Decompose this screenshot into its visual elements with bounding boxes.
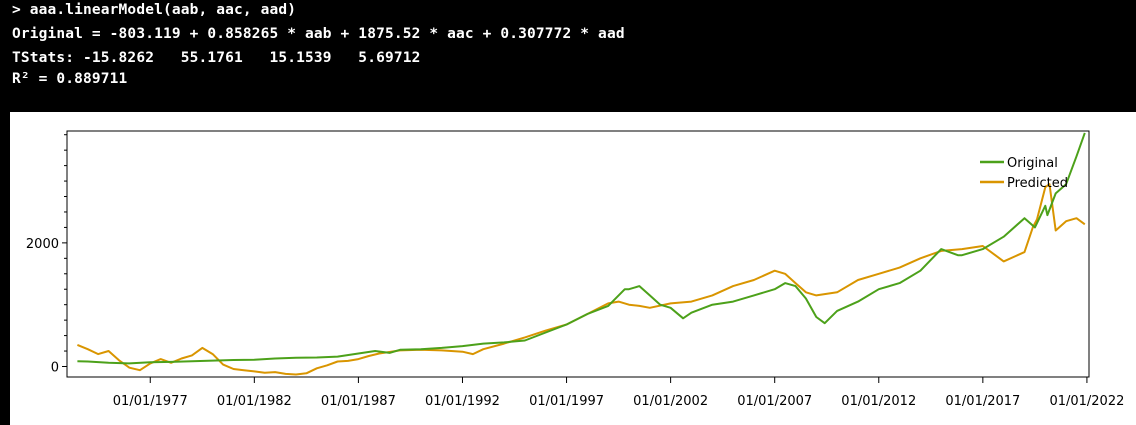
chart-panel: 0 2000 01/01/1977 01/01/1982 01/01/1987 01/0…	[10, 112, 1136, 425]
x-tick-label: 01/01/1977	[113, 394, 188, 409]
legend-label-predicted: Predicted	[1007, 176, 1068, 191]
x-axis: 01/01/1977 01/01/1982 01/01/1987 01/01/1992…	[113, 377, 1124, 409]
legend-label-original: Original	[1007, 156, 1058, 171]
x-tick-label: 01/01/2012	[841, 394, 916, 409]
plot-area-frame	[66, 130, 1090, 378]
console-rsquared-line: R² = 0.889711	[12, 71, 128, 87]
x-tick-label: 01/01/2022	[1049, 394, 1124, 409]
legend: Original Predicted	[980, 156, 1068, 191]
y-tick-label: 2000	[26, 237, 59, 252]
x-tick-label: 01/01/2007	[737, 394, 812, 409]
x-tick-label: 01/01/2002	[633, 394, 708, 409]
console-tstats-line: TStats: -15.8262 55.1761 15.1539 5.69712	[12, 50, 421, 66]
x-tick-label: 01/01/1992	[425, 394, 500, 409]
x-tick-label: 01/01/1982	[217, 394, 292, 409]
console-output: > aaa.linearModel(aab, aac, aad) Origina…	[0, 0, 1136, 112]
series-lines	[77, 132, 1086, 376]
console-equation-line: Original = -803.119 + 0.858265 * aab + 1…	[12, 26, 625, 42]
series-line-original	[77, 132, 1086, 365]
console-command-line: > aaa.linearModel(aab, aac, aad)	[12, 2, 297, 18]
x-tick-label: 01/01/1987	[321, 394, 396, 409]
y-axis: 0 2000	[26, 134, 67, 375]
x-tick-label: 01/01/1997	[529, 394, 604, 409]
x-tick-label: 01/01/2017	[945, 394, 1020, 409]
y-tick-label: 0	[51, 360, 59, 375]
series-line-predicted	[77, 183, 1086, 376]
